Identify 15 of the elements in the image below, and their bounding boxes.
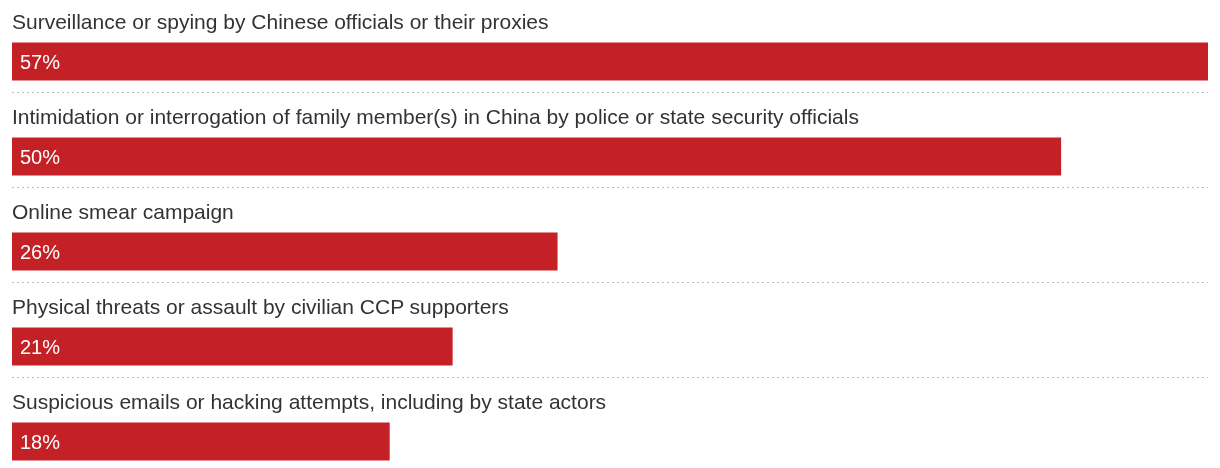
data-label: 57% (20, 50, 61, 73)
bar (12, 422, 390, 461)
y-tick-label: Online smear campaign (12, 199, 234, 223)
bar (12, 232, 558, 271)
y-tick-label: Intimidation or interrogation of family member(s) in China by police or state security officials (12, 104, 859, 128)
data-label: 21% (20, 335, 61, 358)
bar (12, 42, 1208, 81)
bar (12, 137, 1062, 176)
data-label: 50% (20, 145, 61, 168)
data-label: 18% (20, 430, 61, 453)
data-label: 26% (20, 240, 61, 263)
bar (12, 327, 453, 366)
y-tick-label: Physical threats or assault by civilian CCP supporters (12, 294, 509, 318)
y-tick-label: Suspicious emails or hacking attempts, including by state actors (12, 389, 607, 413)
y-tick-label: Surveillance or spying by Chinese officials or their proxies (12, 9, 549, 33)
